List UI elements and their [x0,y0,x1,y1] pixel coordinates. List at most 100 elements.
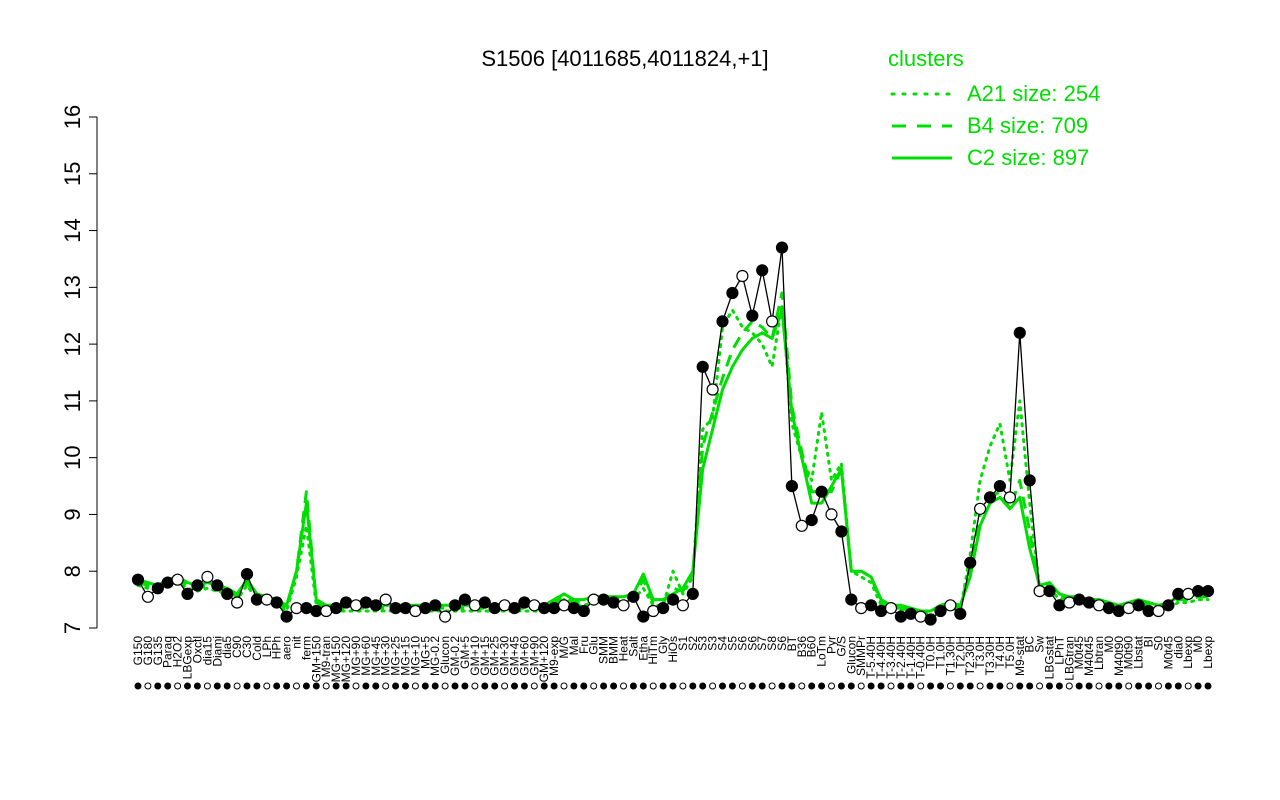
legend-label-b4: B4 size: 709 [967,113,1088,138]
data-point-68 [805,513,818,527]
x-strip-point-96 [1085,682,1093,690]
data-point-10 [231,596,244,609]
x-tick-label-90: BC [1023,636,1037,653]
x-strip-point-44 [570,682,578,690]
data-point-39 [518,596,531,609]
data-point-65 [775,241,789,254]
data-point-3 [161,576,174,589]
cluster-line-b4 [137,291,1208,616]
x-tick-label-31: Glucon [438,636,452,674]
x-tick-label-108: Lbexp [1201,636,1215,669]
x-tick-label-32: GM-0.2 [448,636,462,676]
cluster-lines [136,291,1210,619]
data-point-80 [924,613,937,626]
data-point-11 [240,567,254,581]
x-tick-label-38: GM+45 [508,636,522,676]
x-strip-point-31 [441,682,449,690]
x-tick-label-73: SMMPr [854,636,868,676]
x-tick-label-98: M0 [1102,636,1116,653]
x-strip-point-55 [679,682,687,690]
x-tick-label-70: Pyr [825,636,839,654]
x-tick-label-28: MG+10 [408,636,422,676]
x-tick-label-103: S0 [1152,636,1166,651]
x-tick-label-41: GM+120 [537,636,551,683]
x-strip-point-50 [629,682,637,690]
x-strip-point-68 [808,682,816,690]
data-point-49 [617,599,630,612]
x-strip-point-60 [728,682,736,690]
x-tick-label-74: T-5.40H [864,636,878,679]
x-strip-point-94 [1065,682,1073,690]
data-point-37 [498,599,511,612]
x-strip-point-15 [283,682,291,690]
data-point-15 [280,610,293,623]
data-point-35 [478,596,491,609]
legend-label-a21: A21 size: 254 [967,81,1100,106]
x-tick-label-40: GM+90 [527,636,541,676]
x-strip-point-38 [511,682,518,690]
data-point-87 [993,480,1007,493]
data-point-25 [379,593,392,606]
x-strip-point-10 [233,682,241,690]
x-strip-point-18 [312,682,320,690]
x-tick-label-84: T2.30H [963,636,977,675]
data-point-8 [211,579,224,592]
x-strip-point-76 [887,682,895,690]
cluster-line-a21 [136,302,1210,619]
x-tick-label-89: M9-stat [1013,635,1027,676]
x-strip-point-4 [174,682,182,690]
data-point-40 [528,599,541,612]
x-strip-point-74 [867,682,875,690]
data-point-22 [349,599,363,612]
x-strip-point-36 [491,682,499,690]
data-point-64 [765,315,779,328]
x-tick-label-97: Lbtran [1092,636,1106,670]
x-tick-label-58: S3 [706,636,720,651]
y-tick-label-8: 15 [60,162,85,186]
data-point-7 [201,570,214,584]
x-tick-label-85: T3.0H [973,636,987,669]
data-point-54 [666,593,680,606]
x-tick-label-68: B60 [805,636,819,658]
x-strip-point-59 [719,682,726,690]
x-strip-point-105 [1174,682,1182,690]
x-tick-label-39: GM+60 [517,636,531,676]
x-strip-point-91 [1036,682,1044,690]
x-tick-label-92: LBGstat [1043,635,1057,679]
x-tick-label-102: BI [1142,636,1156,647]
x-tick-label-6: Oxctl [190,636,204,663]
x-strip-point-79 [917,682,925,690]
legend-label-c2: C2 size: 897 [967,145,1089,170]
x-tick-label-10: C90 [230,636,244,658]
x-tick-label-77: T-2.40H [894,636,908,679]
x-strip-point-90 [1026,682,1034,690]
x-tick-label-49: Heat [617,635,631,661]
data-point-56 [686,587,699,601]
x-tick-label-63: S7 [755,636,769,651]
x-strip-point-62 [748,682,756,690]
x-tick-label-101: Lbstat [1132,635,1146,668]
x-tick-label-66: BT [785,635,799,651]
x-strip-point-33 [461,682,469,690]
data-point-38 [508,601,521,615]
x-tick-label-42: M9-exp [547,636,561,676]
x-tick-label-87: T4.0H [993,636,1007,669]
x-tick-label-22: MG+90 [349,636,363,676]
data-point-59 [716,315,729,328]
x-tick-label-11: C30 [240,636,254,658]
x-tick-label-107: M0 [1191,636,1205,653]
data-point-76 [884,601,898,615]
x-tick-label-106: Lbexp [1181,636,1195,669]
x-strip-point-71 [837,682,845,690]
x-tick-label-14: HPh [270,636,284,659]
data-point-14 [270,596,283,609]
x-strip-point-41 [540,682,548,690]
x-tick-label-54: HiOs [666,636,680,663]
x-tick-label-8: Diami [210,636,224,667]
x-strip-point-8 [213,682,221,690]
x-tick-label-46: Glu [587,636,601,655]
data-point-77 [894,610,908,623]
x-tick-label-37: GM+30 [498,636,512,676]
x-tick-label-44: Mal [567,636,581,655]
